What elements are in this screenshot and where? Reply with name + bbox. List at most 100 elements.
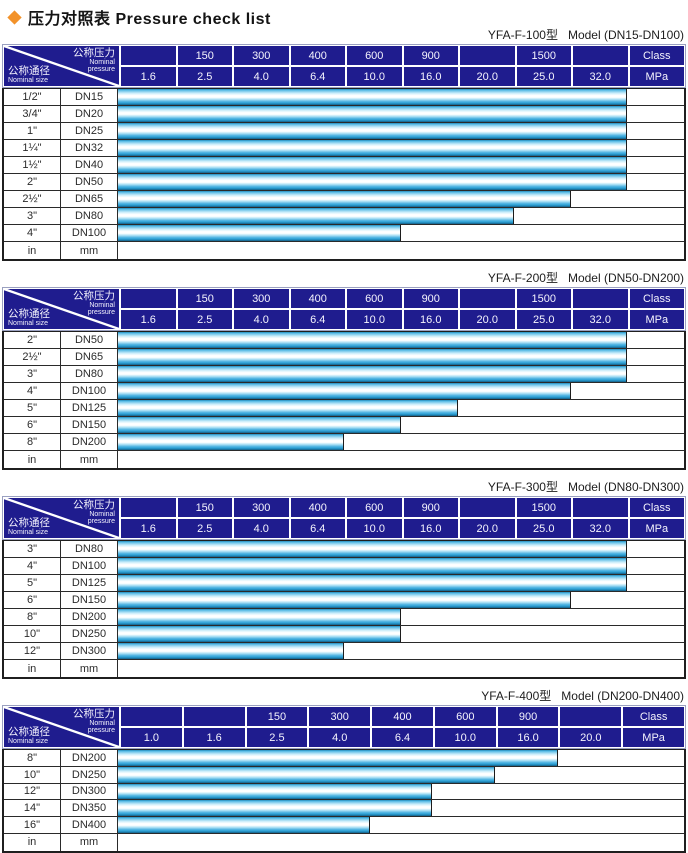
header-grid: 150 300 400 600 900 1500 Class 1.6 2.5 4.0 6.4 10.0…: [121, 46, 684, 86]
table-row: 3" DN80: [4, 366, 684, 383]
mpa-header-cell: 1.6: [121, 67, 176, 86]
mpa-header-cell: 10.0: [434, 728, 496, 747]
bar-area: [118, 626, 684, 642]
mpa-header-cell: 20.0: [460, 67, 515, 86]
class-header-cell: 400: [290, 46, 345, 65]
table-row: 4" DN100: [4, 558, 684, 575]
bar-area: [118, 140, 684, 156]
empty-bar-area: [118, 242, 684, 259]
header-corner-cell: 公称压力 Nominal pressure 公称通径 Nominal size: [4, 289, 119, 329]
corner-pressure-en2: pressure: [87, 727, 115, 734]
pressure-table-section: YFA-F-200型 Model (DN50-DN200) 公称压力 Nomina…: [2, 271, 686, 470]
mpa-header-cell: MPa: [629, 67, 684, 86]
pressure-bar: [118, 140, 628, 156]
size-dn-cell: DN80: [61, 366, 118, 382]
class-header-cell: 600: [347, 46, 402, 65]
bar-area: [118, 383, 684, 399]
unit-mm-cell: mm: [61, 660, 118, 677]
mpa-header-cell: 10.0: [347, 310, 402, 329]
unit-row: in mm: [4, 242, 684, 259]
class-header-cell: [460, 289, 515, 308]
table-row: 3" DN80: [4, 541, 684, 558]
size-inch-cell: 3/4": [4, 106, 61, 122]
size-inch-cell: 4": [4, 383, 61, 399]
class-header-cell: 900: [497, 707, 559, 726]
pressure-bar: [118, 225, 401, 241]
mpa-header-cell: 20.0: [460, 519, 515, 538]
model-name: YFA-F-100型: [487, 28, 558, 42]
size-dn-cell: DN100: [61, 225, 118, 241]
class-header-cell: 600: [347, 498, 402, 517]
model-range: Model (DN80-DN300): [567, 480, 684, 494]
unit-mm-cell: mm: [61, 451, 118, 468]
header-corner-cell: 公称压力 Nominal pressure 公称通径 Nominal size: [4, 498, 119, 538]
size-inch-cell: 6": [4, 417, 61, 433]
class-header-cell: [560, 707, 622, 726]
table-row: 5" DN125: [4, 575, 684, 592]
bar-area: [118, 541, 684, 557]
table-row: 2½" DN65: [4, 349, 684, 366]
class-header-cell: [573, 289, 628, 308]
table-row: 4" DN100: [4, 383, 684, 400]
mpa-header-cell: 20.0: [560, 728, 622, 747]
size-inch-cell: 2½": [4, 349, 61, 365]
pressure-bar: [118, 609, 401, 625]
header-corner-cell: 公称压力 Nominal pressure 公称通径 Nominal size: [4, 707, 119, 747]
class-header-cell: 900: [403, 498, 458, 517]
size-dn-cell: DN50: [61, 174, 118, 190]
class-header-cell: 300: [309, 707, 371, 726]
pressure-bar: [118, 434, 345, 450]
corner-pressure-label: 公称压力 Nominal pressure: [73, 709, 115, 735]
table-header: 公称压力 Nominal pressure 公称通径 Nominal size …: [2, 287, 686, 331]
pressure-bar: [118, 123, 628, 139]
class-header-cell: [121, 707, 182, 726]
size-inch-cell: 5": [4, 575, 61, 591]
class-header-cell: 150: [246, 707, 308, 726]
model-range: Model (DN50-DN200): [567, 271, 684, 285]
bar-area: [118, 434, 684, 450]
pressure-bar: [118, 383, 571, 399]
table-body: 2" DN50 2½" DN65 3" DN80 4" DN100 5" DN125 6" DN150…: [2, 331, 686, 470]
size-inch-cell: 4": [4, 558, 61, 574]
corner-size-label: 公称通径 Nominal size: [8, 65, 50, 85]
size-dn-cell: DN125: [61, 400, 118, 416]
bar-area: [118, 157, 684, 173]
bar-area: [118, 349, 684, 365]
table-row: 2½" DN65: [4, 191, 684, 208]
mpa-header-cell: 4.0: [234, 519, 289, 538]
table-header: 公称压力 Nominal pressure 公称通径 Nominal size …: [2, 44, 686, 88]
mpa-header-cell: 32.0: [573, 310, 628, 329]
header-corner-cell: 公称压力 Nominal pressure 公称通径 Nominal size: [4, 46, 119, 86]
table-row: 10" DN250: [4, 626, 684, 643]
size-dn-cell: DN150: [61, 592, 118, 608]
corner-diagonal-line: [4, 498, 119, 538]
size-dn-cell: DN250: [61, 626, 118, 642]
size-dn-cell: DN150: [61, 417, 118, 433]
bar-area: [118, 817, 684, 833]
class-header-cell: 150: [177, 46, 232, 65]
pressure-bar: [118, 349, 628, 365]
pressure-bar: [118, 366, 628, 382]
page-title-zh: 压力对照表: [28, 11, 111, 28]
pressure-bar: [118, 157, 628, 173]
mpa-header-cell: 6.4: [290, 67, 345, 86]
class-header-cell: [183, 707, 245, 726]
size-dn-cell: DN40: [61, 157, 118, 173]
pressure-bar: [118, 800, 433, 817]
mpa-header-cell: 32.0: [573, 67, 628, 86]
size-dn-cell: DN300: [61, 643, 118, 659]
corner-size-zh: 公称通径: [8, 65, 50, 77]
page-title: 压力对照表 Pressure check list: [7, 6, 686, 28]
size-dn-cell: DN350: [61, 800, 118, 817]
class-header-cell: [121, 498, 176, 517]
unit-inch-cell: in: [4, 833, 61, 851]
mpa-header-cell: 4.0: [309, 728, 371, 747]
pressure-table-section: YFA-F-300型 Model (DN80-DN300) 公称压力 Nomina…: [2, 480, 686, 679]
bar-area: [118, 174, 684, 190]
size-inch-cell: 5": [4, 400, 61, 416]
size-inch-cell: 1/2": [4, 89, 61, 105]
mpa-header-cell: 1.6: [121, 310, 176, 329]
size-inch-cell: 12": [4, 783, 61, 800]
size-dn-cell: DN32: [61, 140, 118, 156]
pressure-bar: [118, 208, 515, 224]
